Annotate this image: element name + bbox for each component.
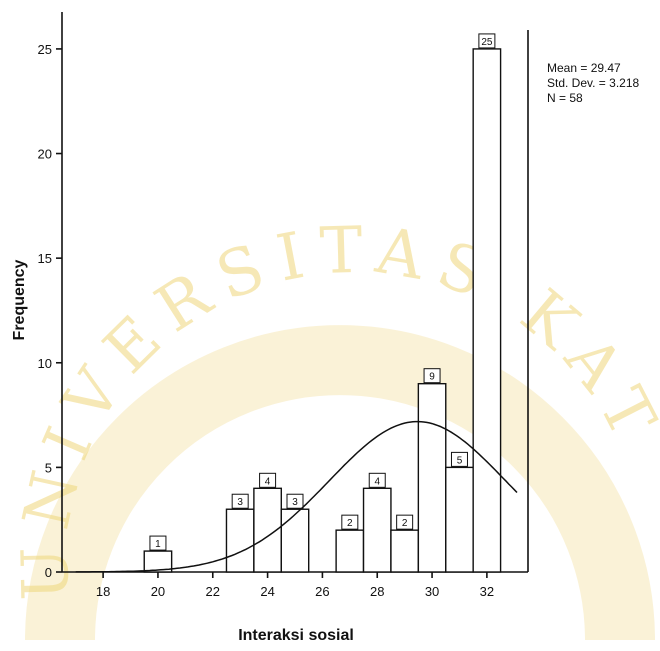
bar-value-label: 9 — [429, 372, 435, 383]
x-tick-label: 30 — [425, 584, 439, 599]
x-tick-label: 20 — [151, 584, 165, 599]
bar-value-label: 3 — [292, 497, 298, 508]
stat-n: N = 58 — [547, 91, 583, 105]
histogram-bar — [445, 466, 474, 573]
bar-value-box — [478, 33, 496, 49]
bar-value-label: 4 — [265, 476, 271, 487]
histogram-bar — [280, 508, 310, 573]
bar-value-box — [341, 514, 359, 530]
histogram-bar — [362, 487, 392, 573]
y-tick-label: 15 — [38, 251, 52, 266]
bar-value-box — [149, 535, 167, 551]
bar-value-label: 2 — [347, 518, 353, 529]
bar-value-box — [259, 472, 277, 488]
y-tick-label: 0 — [45, 565, 52, 580]
bar-value-label: 25 — [481, 37, 493, 48]
bar-value-box — [286, 493, 304, 509]
y-tick-label: 25 — [38, 42, 52, 57]
bar-value-label: 4 — [374, 476, 380, 487]
bar-value-box — [396, 514, 414, 530]
bar-value-label: 1 — [155, 539, 161, 550]
watermark: UNIVERSITAS KAT — [9, 214, 660, 641]
bar-value-box — [423, 368, 441, 384]
bar-value-box — [450, 451, 468, 467]
histogram-bar — [417, 382, 447, 573]
histogram-bar — [143, 550, 173, 573]
bar-value-box — [231, 493, 249, 509]
y-tick-label: 5 — [45, 460, 52, 475]
normal-curve — [75, 420, 518, 573]
y-tick-label: 10 — [38, 356, 52, 371]
histogram-bar — [225, 508, 255, 573]
x-tick-label: 26 — [315, 584, 329, 599]
x-axis-label: Interaksi sosial — [238, 627, 354, 644]
x-tick-label: 22 — [206, 584, 220, 599]
x-tick-label: 24 — [260, 584, 274, 599]
stat-mean: Mean = 29.47 — [547, 61, 621, 75]
y-axis-label: Frequency — [11, 259, 28, 340]
y-tick-label: 20 — [38, 147, 52, 162]
x-tick-label: 32 — [480, 584, 494, 599]
bar-value-label: 3 — [237, 497, 243, 508]
stat-std-dev: Std. Dev. = 3.218 — [547, 76, 639, 90]
histogram-bar — [472, 48, 502, 573]
bar-value-label: 2 — [402, 518, 408, 529]
x-tick-label: 28 — [370, 584, 384, 599]
bar-value-box — [368, 472, 386, 488]
bar-value-label: 5 — [457, 455, 463, 466]
histogram-bar — [335, 529, 365, 573]
histogram-bar — [390, 529, 420, 573]
x-tick-label: 18 — [96, 584, 110, 599]
